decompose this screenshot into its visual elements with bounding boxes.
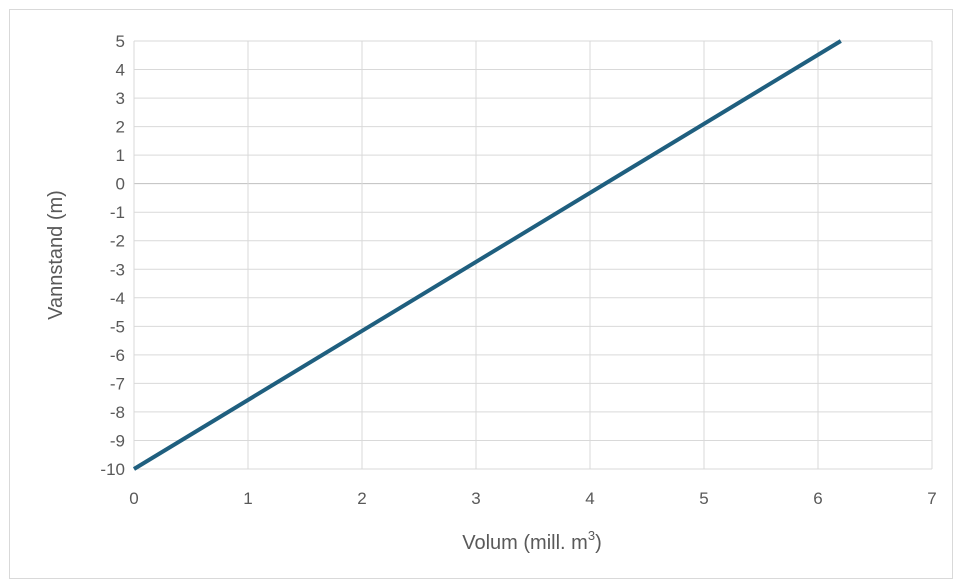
y-tick-label: -7	[110, 374, 125, 393]
y-tick-label: -1	[110, 203, 125, 222]
chart-frame	[9, 9, 953, 579]
y-tick-label: 5	[116, 32, 125, 51]
x-tick-label: 0	[129, 489, 138, 508]
y-tick-label: 1	[116, 146, 125, 165]
x-axis-title-suffix: )	[595, 532, 602, 554]
x-tick-label: 5	[699, 489, 708, 508]
y-tick-label: 4	[116, 61, 125, 80]
x-axis-title: Volum (mill. m3)	[462, 528, 601, 554]
grid-lines	[133, 40, 933, 470]
y-tick-label: 3	[116, 89, 125, 108]
x-tick-label: 2	[357, 489, 366, 508]
y-axis-ticks: 5 4 3 2 1 0 -1 -2 -3 -4 -5 -6 -7 -8 -9 -10	[100, 32, 125, 479]
y-tick-label: -10	[100, 460, 125, 479]
y-tick-label: -5	[110, 317, 125, 336]
series-line	[132, 39, 842, 471]
x-axis-title-superscript: 3	[588, 528, 595, 543]
x-axis-ticks: 0 1 2 3 4 5 6 7	[129, 489, 936, 508]
x-tick-label: 6	[813, 489, 822, 508]
x-tick-label: 7	[927, 489, 936, 508]
x-tick-label: 3	[471, 489, 480, 508]
y-tick-label: -4	[110, 289, 125, 308]
y-tick-label: 0	[116, 175, 125, 194]
y-tick-label: -3	[110, 260, 125, 279]
y-tick-label: -8	[110, 403, 125, 422]
x-tick-label: 4	[585, 489, 594, 508]
y-tick-label: -2	[110, 232, 125, 251]
y-tick-label: 2	[116, 118, 125, 137]
y-tick-label: -6	[110, 346, 125, 365]
series-layer	[132, 39, 842, 471]
y-tick-label: -9	[110, 431, 125, 450]
y-axis-title: Vannstand (m)	[45, 190, 67, 320]
x-tick-label: 1	[243, 489, 252, 508]
x-axis-title-main: Volum (mill. m	[462, 532, 588, 554]
